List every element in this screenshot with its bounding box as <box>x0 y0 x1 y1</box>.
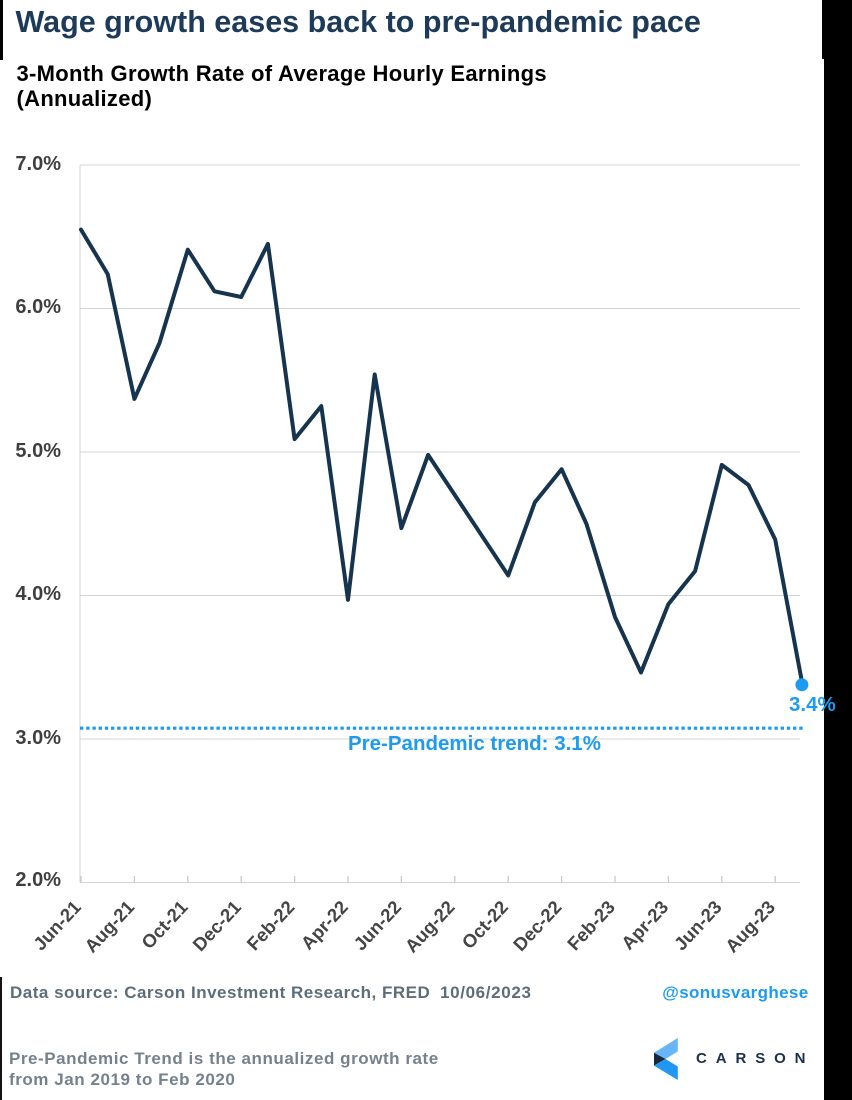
svg-text:Jun-22: Jun-22 <box>349 896 405 954</box>
svg-text:Feb-22: Feb-22 <box>242 896 298 954</box>
svg-text:Aug-23: Aug-23 <box>721 896 779 956</box>
svg-text:Oct-21: Oct-21 <box>137 896 192 952</box>
svg-text:Aug-22: Aug-22 <box>401 896 459 956</box>
svg-text:Aug-21: Aug-21 <box>80 896 138 956</box>
svg-text:Dec-22: Dec-22 <box>509 896 566 955</box>
svg-text:Feb-23: Feb-23 <box>563 896 619 954</box>
svg-text:Dec-21: Dec-21 <box>188 896 245 955</box>
svg-text:Apr-22: Apr-22 <box>297 896 352 953</box>
svg-text:Jun-21: Jun-21 <box>29 896 85 954</box>
svg-text:Jun-23: Jun-23 <box>670 896 726 954</box>
svg-text:Apr-23: Apr-23 <box>617 896 672 953</box>
svg-text:Oct-22: Oct-22 <box>457 896 512 952</box>
